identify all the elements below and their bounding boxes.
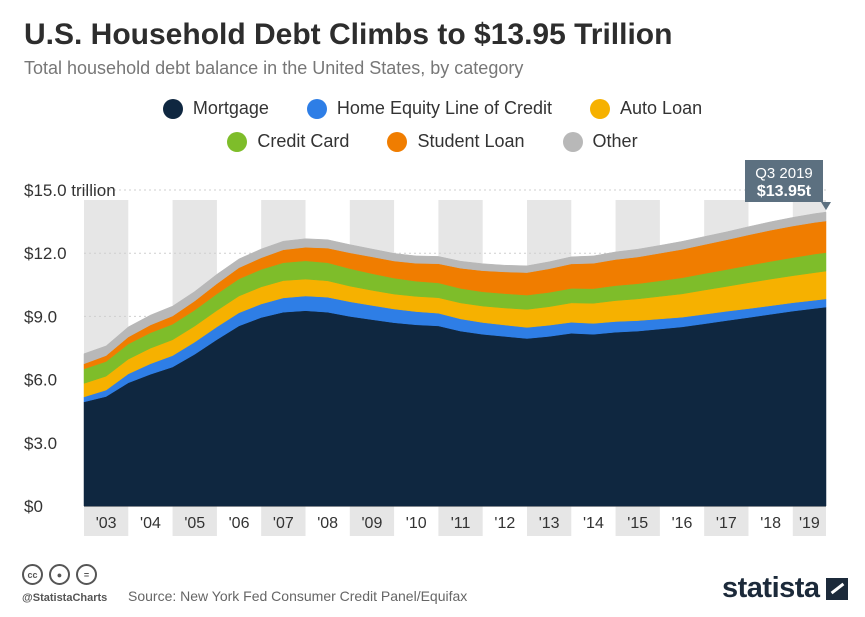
creative-commons-icon: cc (22, 564, 43, 585)
legend-item-auto-loan: Auto Loan (590, 98, 702, 119)
legend-label-other: Other (592, 131, 638, 151)
area-other (83, 211, 827, 365)
legend-item-mortgage: Mortgage (162, 98, 269, 119)
x-tick-label-13: '16 (672, 515, 693, 532)
y-tick-label-5: $15.0 trillion (24, 181, 116, 200)
x-tick-label-9: '12 (494, 515, 515, 532)
chart-title: U.S. Household Debt Climbs to $13.95 Tri… (24, 18, 673, 51)
legend-row-2: Credit Card Student Loan Other (0, 131, 865, 152)
legend-item-heloc: Home Equity Line of Credit (306, 98, 553, 119)
chart-subtitle: Total household debt balance in the Unit… (24, 58, 524, 78)
source-note: Source: New York Fed Consumer Credit Pan… (128, 588, 468, 604)
y-tick-label-2: $6.0 (24, 371, 57, 390)
legend-swatch-mortgage (162, 98, 183, 119)
callout-value: $13.95t (757, 183, 812, 200)
legend-swatch-heloc (306, 98, 327, 119)
attribution-icon: ● (49, 564, 70, 585)
legend-row-1: Mortgage Home Equity Line of Credit Auto… (0, 98, 865, 119)
x-tick-label-3: '06 (229, 515, 250, 532)
no-derivatives-icon: = (76, 564, 97, 585)
legend-swatch-auto-loan (590, 98, 611, 119)
x-tick-label-4: '07 (273, 515, 294, 532)
statista-logo-icon (825, 577, 848, 600)
y-tick-label-4: $12.0 (24, 244, 67, 263)
x-tick-label-1: '04 (140, 515, 161, 532)
y-tick-label-0: $0 (24, 497, 43, 516)
twitter-handle: @StatistaCharts (22, 592, 108, 604)
callout-box (745, 160, 823, 202)
logo-text: statista (722, 572, 820, 604)
x-tick-label-12: '15 (627, 515, 648, 532)
legend-item-credit-card: Credit Card (227, 131, 349, 152)
legend-label-mortgage: Mortgage (192, 98, 269, 118)
x-tick-label-16: '19 (799, 515, 820, 532)
x-tick-label-10: '13 (539, 515, 560, 532)
x-tick-label-5: '08 (317, 515, 338, 532)
x-tick-label-15: '18 (760, 515, 781, 532)
x-tick-label-14: '17 (716, 515, 737, 532)
statista-logo[interactable]: statista (722, 572, 848, 605)
x-tick-label-7: '10 (406, 515, 427, 532)
legend-swatch-student-loan (387, 131, 408, 152)
legend-item-other: Other (562, 131, 638, 152)
x-tick-label-0: '03 (96, 515, 117, 532)
license-icons: cc ● = (22, 564, 97, 585)
legend-swatch-other (562, 131, 583, 152)
legend-label-credit-card: Credit Card (257, 131, 350, 151)
x-tick-label-8: '11 (451, 515, 471, 532)
x-tick-label-11: '14 (583, 515, 604, 532)
legend-swatch-credit-card (227, 131, 248, 152)
legend-label-student-loan: Student Loan (417, 131, 525, 151)
x-tick-label-2: '05 (184, 515, 205, 532)
y-tick-label-3: $9.0 (24, 307, 57, 326)
legend-label-heloc: Home Equity Line of Credit (336, 98, 553, 118)
callout-period: Q3 2019 (755, 165, 813, 182)
legend-label-auto-loan: Auto Loan (620, 98, 703, 118)
y-tick-label-1: $3.0 (24, 434, 57, 453)
callout-pointer (821, 202, 831, 211)
x-tick-label-6: '09 (362, 515, 383, 532)
legend-item-student-loan: Student Loan (387, 131, 525, 152)
